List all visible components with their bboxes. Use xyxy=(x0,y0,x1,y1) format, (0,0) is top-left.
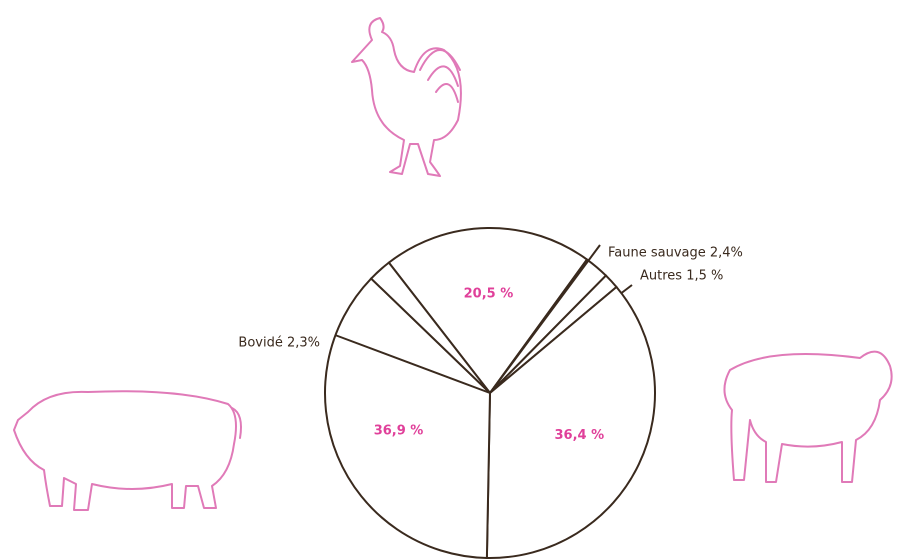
chart: 20,5 % Faune sauvage 2,4% Autres 1,5 % 36,4… xyxy=(0,0,903,560)
slice-label: Faune sauvage 2,4% xyxy=(608,246,743,261)
slice-label: 20,5 % xyxy=(464,287,514,302)
slice-label: Bovidé 2,3% xyxy=(238,336,320,351)
slice-label: 36,4 % xyxy=(554,428,604,443)
pig-illustration xyxy=(14,391,241,510)
rooster-illustration xyxy=(352,18,461,176)
sheep-illustration xyxy=(724,352,891,482)
slice-label: Autres 1,5 % xyxy=(640,269,723,284)
slice-label: 36,9 % xyxy=(374,423,424,438)
